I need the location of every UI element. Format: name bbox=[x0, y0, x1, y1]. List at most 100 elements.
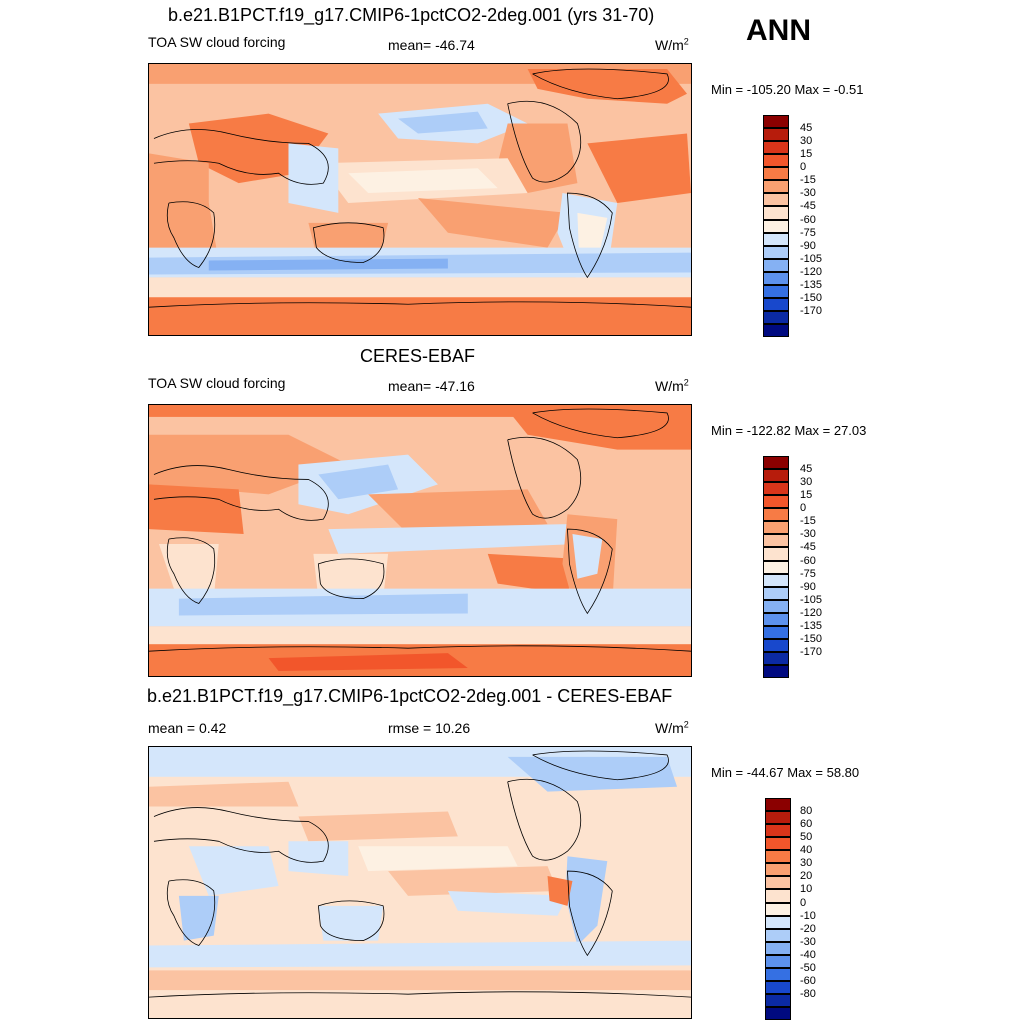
colorbar-swatch bbox=[763, 638, 789, 652]
colorbar-swatch bbox=[763, 271, 789, 285]
panel-2-title: CERES-EBAF bbox=[360, 346, 476, 366]
colorbar-swatch bbox=[763, 534, 789, 548]
colorbar-tick-label: -75 bbox=[800, 226, 816, 239]
colorbar-swatch bbox=[763, 625, 789, 639]
colorbar-tick-label: -60 bbox=[800, 554, 816, 567]
colorbar-swatch bbox=[763, 495, 789, 509]
colorbar-swatch bbox=[765, 1007, 791, 1021]
colorbar-tick-label: -45 bbox=[800, 200, 816, 213]
colorbar-swatch bbox=[763, 612, 789, 626]
colorbar-tick-label: 10 bbox=[800, 883, 813, 896]
colorbar-tick-label: -90 bbox=[800, 580, 816, 593]
colorbar-swatch bbox=[765, 863, 791, 877]
colorbar-swatch bbox=[765, 941, 791, 955]
colorbar-tick-label: 60 bbox=[800, 818, 813, 831]
colorbar-swatch bbox=[763, 586, 789, 600]
panel-3-colorbar bbox=[765, 798, 791, 1021]
colorbar-tick-label: 50 bbox=[800, 831, 813, 844]
colorbar-swatch bbox=[765, 876, 791, 890]
colorbar-tick-label: -120 bbox=[800, 606, 823, 619]
colorbar-swatch bbox=[763, 167, 789, 181]
colorbar-swatch bbox=[765, 915, 791, 929]
colorbar-tick-label: -60 bbox=[800, 213, 816, 226]
colorbar-swatch bbox=[765, 824, 791, 838]
colorbar-swatch bbox=[763, 521, 789, 535]
colorbar-swatch bbox=[763, 547, 789, 561]
colorbar-tick-label: -170 bbox=[800, 646, 823, 659]
colorbar-swatch bbox=[763, 469, 789, 483]
colorbar-swatch bbox=[765, 798, 791, 812]
panel-1-colorbar bbox=[763, 115, 789, 338]
panel-1-mean: mean= -46.74 bbox=[388, 37, 475, 53]
colorbar-swatch bbox=[765, 967, 791, 981]
colorbar-swatch bbox=[765, 954, 791, 968]
panel-2-map bbox=[148, 404, 692, 677]
colorbar-tick-label: -15 bbox=[800, 515, 816, 528]
panel-3-rmse: rmse = 10.26 bbox=[388, 720, 471, 736]
colorbar-tick-label: -30 bbox=[800, 528, 816, 541]
colorbar-swatch bbox=[763, 599, 789, 613]
colorbar-swatch bbox=[763, 154, 789, 168]
colorbar-swatch bbox=[763, 297, 789, 311]
panel-2-minmax: Min = -122.82 Max = 27.03 bbox=[711, 423, 867, 438]
colorbar-swatch bbox=[763, 193, 789, 207]
colorbar-tick-label: -90 bbox=[800, 239, 816, 252]
colorbar-tick-label: -135 bbox=[800, 278, 823, 291]
colorbar-swatch bbox=[763, 508, 789, 522]
colorbar-swatch bbox=[765, 889, 791, 903]
colorbar-tick-label: 15 bbox=[800, 489, 813, 502]
colorbar-swatch bbox=[763, 651, 789, 665]
colorbar-tick-label: 0 bbox=[800, 502, 807, 515]
colorbar-tick-label: 45 bbox=[800, 463, 813, 476]
colorbar-tick-label: -135 bbox=[800, 619, 823, 632]
colorbar-swatch bbox=[765, 980, 791, 994]
panel-3-mean: mean = 0.42 bbox=[148, 720, 227, 736]
colorbar-swatch bbox=[763, 573, 789, 587]
panel-3-units: W/m2 bbox=[655, 719, 689, 736]
colorbar-tick-label: -30 bbox=[800, 935, 816, 948]
colorbar-tick-label: 30 bbox=[800, 135, 813, 148]
colorbar-tick-label: -60 bbox=[800, 974, 816, 987]
colorbar-swatch bbox=[765, 902, 791, 916]
colorbar-swatch bbox=[765, 837, 791, 851]
colorbar-tick-label: 0 bbox=[800, 161, 807, 174]
colorbar-tick-label: 0 bbox=[800, 896, 807, 909]
colorbar-swatch bbox=[763, 482, 789, 496]
panel-2-colorbar bbox=[763, 456, 789, 679]
panel-1-units: W/m2 bbox=[655, 36, 689, 53]
colorbar-swatch bbox=[765, 928, 791, 942]
colorbar-tick-label: -75 bbox=[800, 567, 816, 580]
colorbar-swatch bbox=[763, 206, 789, 220]
colorbar-tick-label: -105 bbox=[800, 252, 823, 265]
colorbar-swatch bbox=[765, 811, 791, 825]
panel-2-left-label: TOA SW cloud forcing bbox=[148, 375, 286, 391]
colorbar-swatch bbox=[763, 219, 789, 233]
colorbar-tick-label: 45 bbox=[800, 122, 813, 135]
colorbar-tick-label: -45 bbox=[800, 541, 816, 554]
colorbar-tick-label: -80 bbox=[800, 988, 816, 1001]
colorbar-swatch bbox=[763, 245, 789, 259]
panel-2-mean: mean= -47.16 bbox=[388, 378, 475, 394]
colorbar-swatch bbox=[763, 324, 789, 338]
colorbar-tick-label: -150 bbox=[800, 632, 823, 645]
colorbar-tick-label: -105 bbox=[800, 593, 823, 606]
colorbar-tick-label: 30 bbox=[800, 476, 813, 489]
colorbar-tick-label: -15 bbox=[800, 174, 816, 187]
colorbar-tick-label: -40 bbox=[800, 948, 816, 961]
colorbar-tick-label: -120 bbox=[800, 265, 823, 278]
panel-3-map bbox=[148, 746, 692, 1019]
colorbar-swatch bbox=[765, 993, 791, 1007]
colorbar-swatch bbox=[763, 456, 789, 470]
colorbar-tick-label: -50 bbox=[800, 961, 816, 974]
colorbar-swatch bbox=[765, 850, 791, 864]
colorbar-tick-label: -150 bbox=[800, 291, 823, 304]
panel-3-title: b.e21.B1PCT.f19_g17.CMIP6-1pctCO2-2deg.0… bbox=[147, 686, 673, 706]
colorbar-tick-label: 40 bbox=[800, 844, 813, 857]
panel-3-minmax: Min = -44.67 Max = 58.80 bbox=[711, 765, 860, 780]
colorbar-swatch bbox=[763, 665, 789, 679]
colorbar-swatch bbox=[763, 310, 789, 324]
colorbar-swatch bbox=[763, 180, 789, 194]
colorbar-swatch bbox=[763, 560, 789, 574]
panel-1-title: b.e21.B1PCT.f19_g17.CMIP6-1pctCO2-2deg.0… bbox=[168, 5, 655, 25]
colorbar-swatch bbox=[763, 141, 789, 155]
